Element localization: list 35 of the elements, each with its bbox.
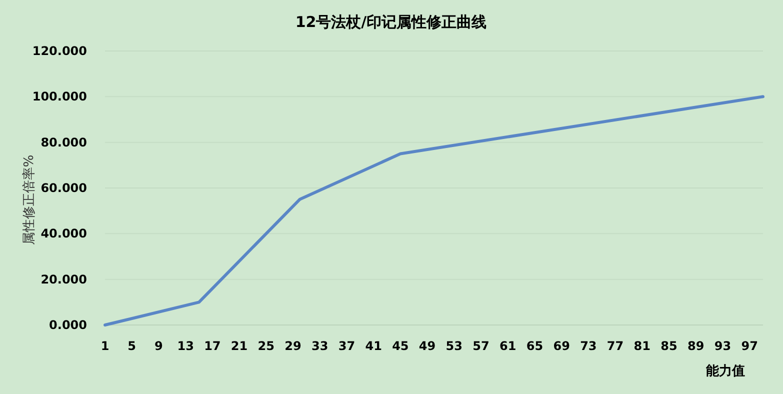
y-tick-label: 0.000 [49, 318, 87, 332]
x-tick-label: 57 [472, 339, 490, 353]
y-axis-title: 属性修正倍率% [21, 154, 37, 246]
x-tick-label: 1 [100, 339, 110, 353]
x-tick-label: 45 [392, 339, 409, 353]
x-tick-label: 17 [204, 339, 221, 353]
x-tick-label: 97 [741, 339, 758, 353]
x-tick-label: 29 [284, 339, 302, 353]
x-tick-label: 85 [660, 339, 678, 353]
x-tick-label: 5 [128, 339, 136, 353]
y-tick-label: 80.000 [40, 135, 87, 150]
x-tick-label: 89 [688, 339, 704, 353]
y-tick-label: 60.000 [40, 181, 87, 195]
x-tick-label: 41 [365, 339, 382, 353]
x-tick-label: 33 [312, 339, 328, 353]
y-tick-label: 100.000 [32, 90, 87, 104]
x-tick-label: 21 [230, 339, 248, 353]
x-tick-label: 53 [446, 339, 462, 353]
x-tick-label: 73 [580, 339, 597, 353]
x-tick-label: 65 [526, 339, 544, 353]
x-tick-label: 49 [418, 339, 436, 353]
x-tick-label: 25 [258, 339, 274, 353]
x-tick-label: 9 [154, 339, 163, 353]
x-tick-label: 93 [714, 339, 732, 353]
y-tick-label: 120.000 [32, 44, 87, 58]
y-tick-label: 20.000 [40, 272, 87, 286]
x-tick-label: 13 [177, 339, 194, 353]
chart-title: 12号法杖/印记属性修正曲线 [295, 13, 487, 31]
x-axis-title: 能力值 [706, 363, 745, 379]
x-tick-label: 37 [338, 339, 356, 353]
x-tick-label: 77 [606, 339, 624, 353]
x-tick-label: 61 [500, 339, 516, 353]
x-tick-label: 69 [553, 339, 570, 353]
x-tick-label: 81 [634, 339, 650, 353]
y-tick-label: 40.000 [40, 226, 87, 241]
